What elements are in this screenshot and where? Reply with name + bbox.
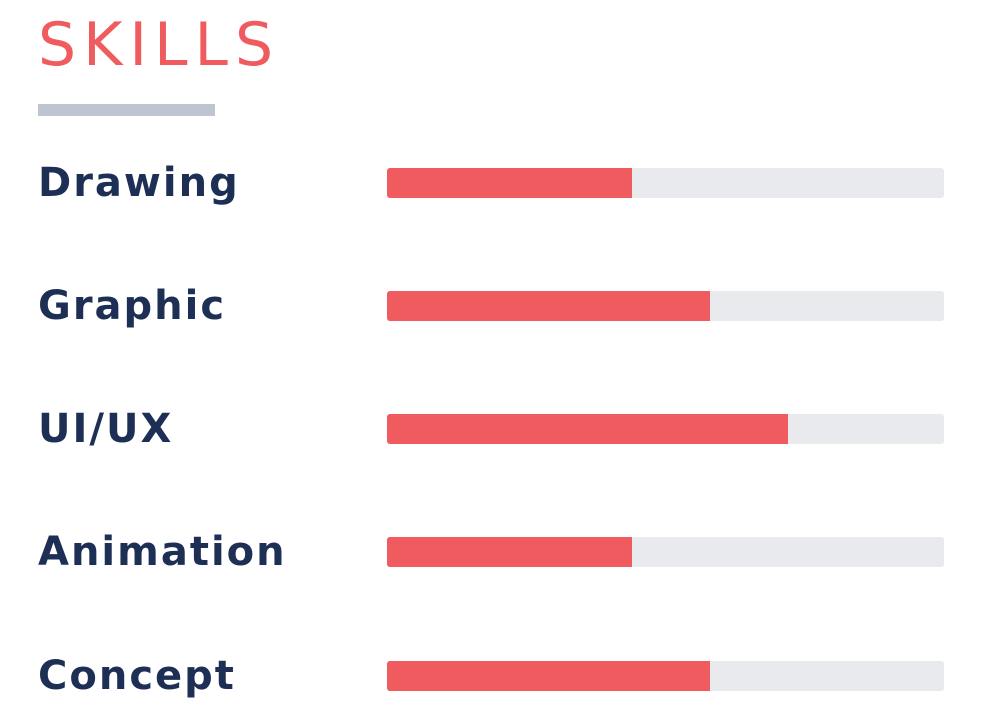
skill-row-concept: Concept bbox=[0, 646, 1000, 706]
skills-title: SKILLS bbox=[38, 10, 281, 80]
skill-label: Graphic bbox=[38, 283, 227, 329]
skill-bar-fill bbox=[387, 291, 711, 321]
skill-label: Concept bbox=[38, 653, 236, 699]
skill-row-ui-ux: UI/UX bbox=[0, 399, 1000, 459]
skill-bar-track bbox=[387, 291, 944, 321]
skill-bar-fill bbox=[387, 414, 789, 444]
skill-bar-track bbox=[387, 168, 944, 198]
skill-label: Animation bbox=[38, 529, 287, 575]
skill-bar-fill bbox=[387, 168, 633, 198]
skill-bar-fill bbox=[387, 537, 633, 567]
skill-label: UI/UX bbox=[38, 406, 174, 452]
skill-bar-fill bbox=[387, 661, 711, 691]
skill-row-graphic: Graphic bbox=[0, 276, 1000, 336]
skill-bar-track bbox=[387, 537, 944, 567]
skill-label: Drawing bbox=[38, 160, 240, 206]
skill-row-animation: Animation bbox=[0, 522, 1000, 582]
skill-bar-track bbox=[387, 661, 944, 691]
title-underline bbox=[38, 104, 215, 116]
skill-row-drawing: Drawing bbox=[0, 153, 1000, 213]
skill-bar-track bbox=[387, 414, 944, 444]
